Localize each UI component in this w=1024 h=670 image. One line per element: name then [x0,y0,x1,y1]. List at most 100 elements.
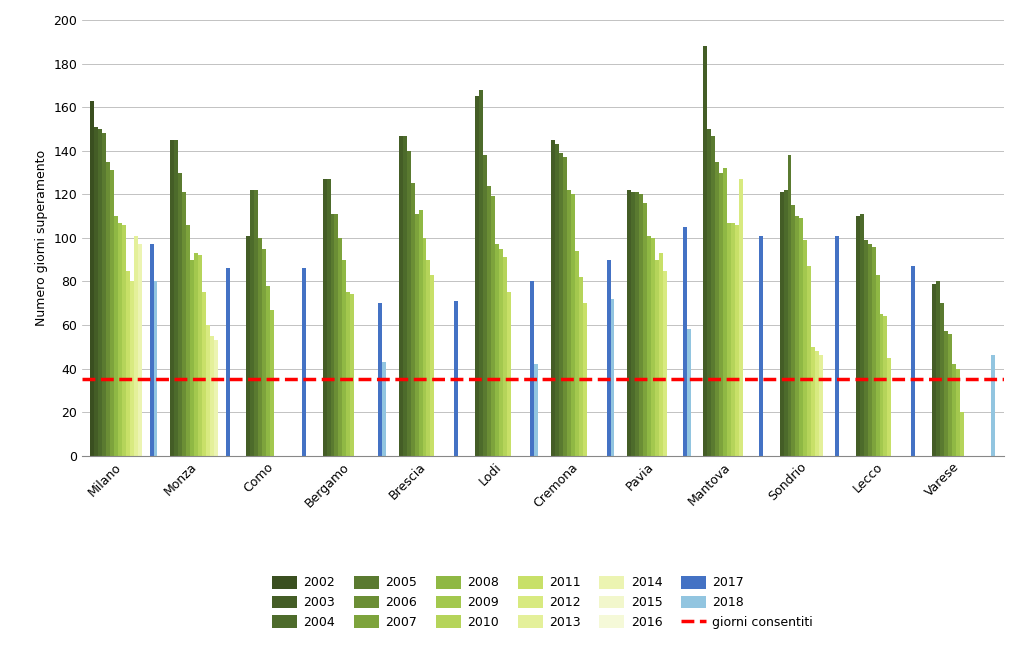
Bar [402,135,407,456]
Bar [860,214,863,456]
Bar [647,236,651,456]
Bar [811,347,815,456]
Bar [206,325,210,456]
Bar [659,253,663,456]
Bar [655,259,659,456]
Bar [579,277,583,456]
Bar [948,334,951,456]
Bar [792,205,796,456]
Bar [551,140,555,456]
Bar [350,295,354,456]
Bar [716,161,719,456]
Bar [563,157,567,456]
Bar [787,155,792,456]
Bar [559,153,563,456]
Bar [182,192,186,456]
Bar [382,362,386,456]
Bar [214,340,218,456]
Bar [202,292,206,456]
Bar [122,224,126,456]
Bar [888,358,892,456]
Bar [419,210,423,456]
Bar [723,168,727,456]
Bar [198,255,202,456]
Bar [635,192,639,456]
Bar [170,140,174,456]
Bar [530,281,535,456]
Bar [137,245,141,456]
Y-axis label: Numero giorni superamento: Numero giorni superamento [35,150,48,326]
Bar [951,364,955,456]
Bar [339,238,342,456]
Bar [327,179,331,456]
Bar [114,216,118,456]
Bar [495,245,499,456]
Bar [499,249,503,456]
Bar [346,292,350,456]
Bar [643,203,647,456]
Bar [407,151,411,456]
Bar [712,135,716,456]
Bar [225,268,229,456]
Bar [423,238,426,456]
Bar [455,301,458,456]
Bar [863,240,867,456]
Bar [871,247,876,456]
Bar [118,222,122,456]
Bar [856,216,860,456]
Bar [535,364,539,456]
Bar [335,214,339,456]
Bar [815,351,819,456]
Bar [102,133,106,456]
Bar [703,46,708,456]
Bar [796,216,800,456]
Bar [503,257,507,456]
Bar [174,140,178,456]
Bar [398,135,402,456]
Bar [955,369,959,456]
Bar [426,259,430,456]
Bar [880,314,884,456]
Bar [932,283,936,456]
Bar [251,190,254,456]
Bar [90,100,94,456]
Bar [628,190,631,456]
Bar [154,281,158,456]
Bar [270,310,274,456]
Bar [884,316,888,456]
Bar [415,214,419,456]
Bar [727,222,731,456]
Bar [759,236,763,456]
Bar [110,170,114,456]
Bar [779,192,783,456]
Bar [835,236,839,456]
Bar [479,90,483,456]
Bar [610,299,614,456]
Bar [583,303,587,456]
Bar [991,355,995,456]
Bar [819,355,823,456]
Bar [262,249,266,456]
Bar [651,238,655,456]
Bar [687,329,690,456]
Bar [804,240,807,456]
Bar [178,172,182,456]
Bar [302,268,306,456]
Bar [876,275,880,456]
Bar [186,224,190,456]
Bar [150,245,154,456]
Bar [331,214,335,456]
Bar [800,218,804,456]
Bar [555,144,559,456]
Bar [735,224,739,456]
Bar [940,303,944,456]
Bar [190,259,194,456]
Bar [106,161,110,456]
Bar [567,190,571,456]
Bar [606,259,610,456]
Bar [867,245,871,456]
Legend: 2002, 2003, 2004, 2005, 2006, 2007, 2008, 2009, 2010, 2011, 2012, 2013, 2014, 20: 2002, 2003, 2004, 2005, 2006, 2007, 2008… [267,571,818,634]
Bar [739,179,743,456]
Bar [639,194,643,456]
Bar [342,259,346,456]
